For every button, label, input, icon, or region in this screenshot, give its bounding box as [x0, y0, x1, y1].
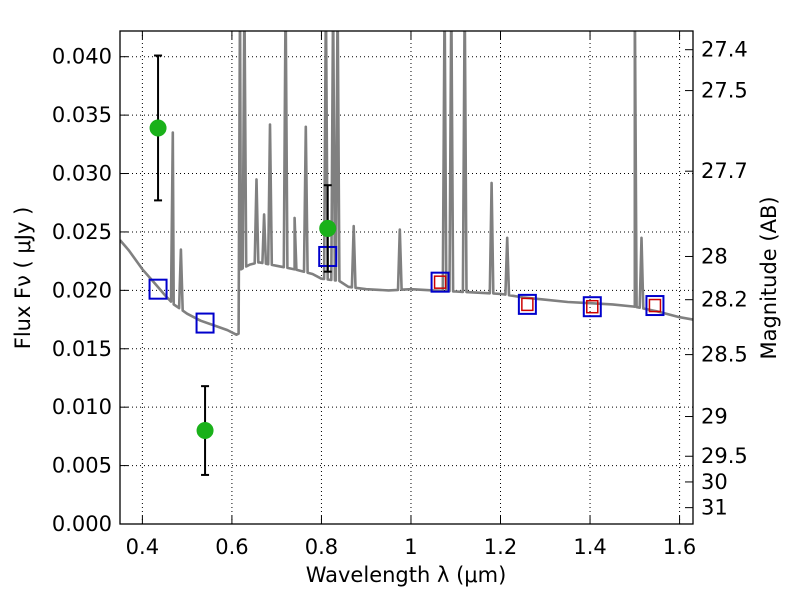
- model-photometry-2-marker: [586, 299, 599, 314]
- y-tick-label: 0.020: [52, 278, 112, 302]
- y-axis-title: Flux Fν ( μJy ): [11, 207, 35, 350]
- plot-frame: [119, 30, 694, 525]
- y-tick-label: 0.035: [52, 103, 112, 127]
- x-axis-title: Wavelength λ (μm): [306, 563, 507, 587]
- x-tick-label: 0.4: [126, 535, 159, 559]
- x-tick-label: 1.6: [663, 535, 696, 559]
- y-tick-label: 0.000: [52, 512, 112, 536]
- y-tick-label: 0.040: [52, 45, 112, 69]
- model-photometry-marker: [582, 296, 602, 318]
- y2-tick-label: 27.5: [701, 79, 748, 103]
- y2-tick-label: 27.7: [701, 159, 748, 183]
- model-photometry-marker: [148, 278, 168, 300]
- y2-tick-label: 29: [701, 405, 728, 429]
- y-tick-label: 0.025: [52, 220, 112, 244]
- x-tick-label: 0.6: [215, 535, 248, 559]
- observed-point: [196, 422, 214, 440]
- model-photometry-marker: [430, 271, 450, 293]
- x-tick-label: 1.2: [484, 535, 517, 559]
- model-spectrum-line: [120, 31, 693, 336]
- x-tick-label: 0.8: [305, 535, 338, 559]
- y2-axis-title: Magnitude (AB): [757, 196, 781, 359]
- observed-point: [149, 119, 167, 137]
- x-tick-label: 1.4: [573, 535, 606, 559]
- model-photometry-2-marker: [521, 297, 534, 312]
- y-tick-label: 0.010: [52, 395, 112, 419]
- model-photometry-2-marker: [433, 275, 447, 289]
- y2-tick-label: 28.2: [701, 288, 748, 312]
- y2-tick-label: 27.4: [701, 38, 748, 62]
- axis-ticks: 0.4 0.6 0.8 1 1.2 1.4 1.6 0.000 0.005 0.010 0.015 0…: [52, 31, 748, 559]
- plot-area: [120, 31, 693, 476]
- y-tick-label: 0.030: [52, 162, 112, 186]
- model-photometry-marker: [645, 295, 665, 317]
- y-tick-label: 0.005: [52, 454, 112, 478]
- model-photometry-2-marker: [648, 298, 662, 313]
- y2-tick-label: 28.5: [701, 343, 748, 367]
- model-photometry-marker: [195, 312, 215, 334]
- y2-tick-label: 28: [701, 244, 728, 268]
- y2-tick-label: 29.5: [701, 444, 748, 468]
- observed-point: [319, 219, 337, 237]
- y2-tick-label: 30: [701, 470, 728, 494]
- y-tick-label: 0.015: [52, 337, 112, 361]
- x-tick-label: 1: [404, 535, 417, 559]
- y2-tick-label: 31: [701, 496, 728, 520]
- model-photometry-marker: [517, 293, 537, 315]
